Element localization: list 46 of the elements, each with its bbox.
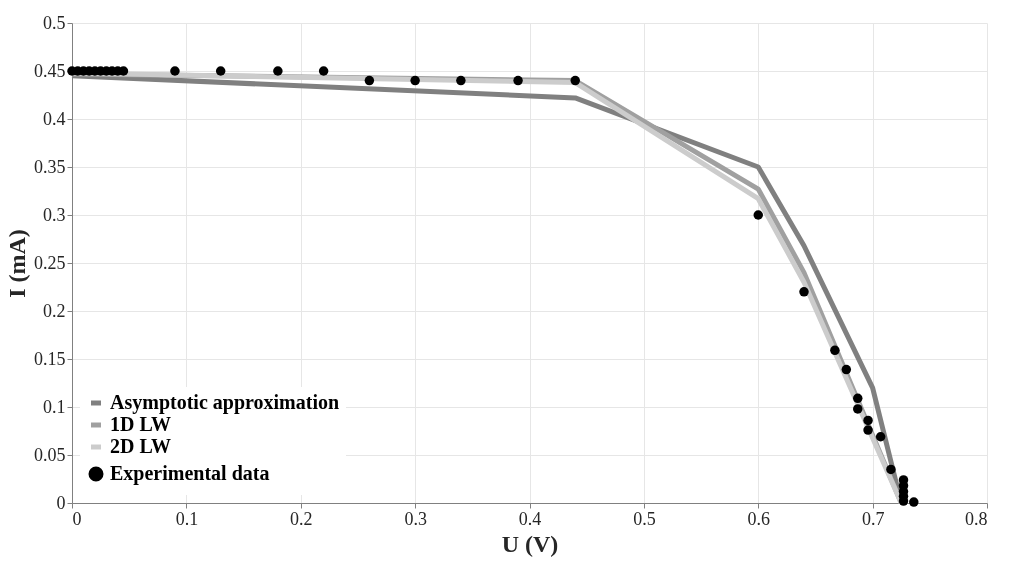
legend-label: 2D LW <box>110 435 171 457</box>
y-tick-label: 0.1 <box>43 396 66 417</box>
x-tick-label: 0.7 <box>861 508 885 529</box>
point <box>273 66 283 76</box>
y-axis-title: I (mA) <box>4 229 30 298</box>
y-tick-label: 0.3 <box>43 204 66 225</box>
x-tick-label: 0.4 <box>518 508 542 529</box>
y-tick-label: 0.35 <box>34 156 66 177</box>
point <box>886 464 896 475</box>
y-tick-label: 0.05 <box>34 444 66 465</box>
point <box>863 425 873 435</box>
point <box>456 75 466 86</box>
y-tick-label: 0.45 <box>34 60 66 81</box>
point <box>909 497 919 507</box>
point <box>215 66 226 76</box>
point <box>853 404 863 414</box>
x-tick-label: 0.5 <box>633 508 656 529</box>
point <box>830 345 840 356</box>
legend-label: Asymptotic approximation <box>110 391 340 414</box>
x-tick-label: 0.1 <box>175 508 199 529</box>
point <box>853 393 863 404</box>
point <box>841 364 852 375</box>
point <box>170 66 180 76</box>
y-tick-label: 0.4 <box>43 108 66 129</box>
point <box>863 415 873 426</box>
point <box>570 75 580 86</box>
y-tick-label: 0.15 <box>34 348 66 369</box>
point <box>513 75 523 86</box>
x-tick-label: 0.8 <box>965 508 988 529</box>
legend-label: 1D LW <box>110 413 171 435</box>
x-tick-label: 0 <box>72 508 82 529</box>
point <box>799 287 809 297</box>
x-tick-label: 0.3 <box>404 508 427 529</box>
y-tick-label: 0.5 <box>43 12 66 33</box>
point <box>364 75 375 86</box>
point <box>410 75 420 86</box>
legend-label: Experimental data <box>110 462 270 485</box>
y-tick-label: 0.2 <box>43 300 66 321</box>
x-tick-label: 0.6 <box>747 508 770 529</box>
point <box>875 432 886 442</box>
x-tick-label: 0.2 <box>290 508 313 529</box>
point <box>753 210 763 220</box>
y-tick-label: 0.25 <box>34 252 66 273</box>
point <box>318 66 329 76</box>
y-tick-label: 0 <box>56 492 66 513</box>
x-axis-title: U (V) <box>501 530 559 557</box>
